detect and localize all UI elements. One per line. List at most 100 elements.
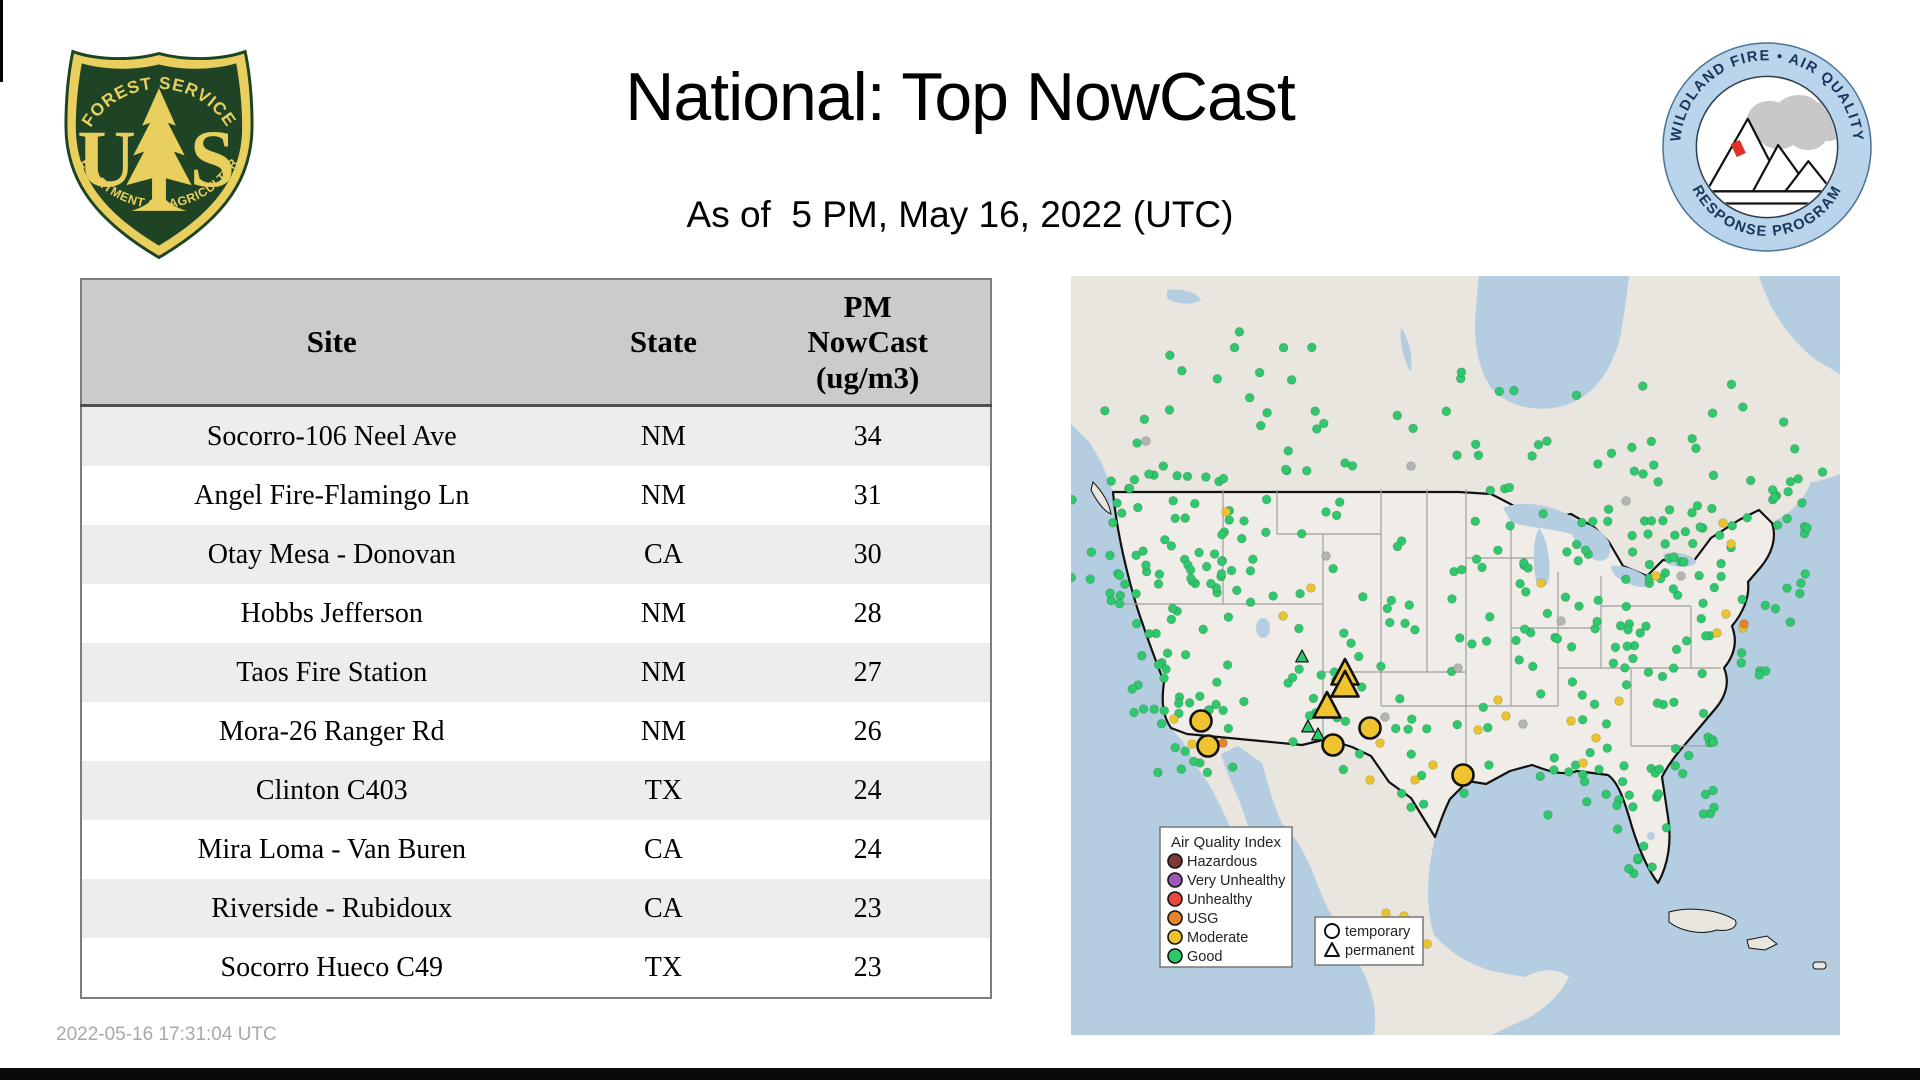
site-dot-good [1535, 771, 1546, 782]
site-dot-good [1697, 668, 1707, 679]
site-dot-good [1195, 691, 1205, 702]
site-dot-good [1223, 612, 1234, 622]
site-dot-inactive [1453, 663, 1463, 673]
site-dot-moderate [1651, 571, 1661, 581]
site-dot-good [1137, 650, 1147, 661]
site-dot-good [1778, 417, 1789, 427]
site-dot-good [1538, 509, 1548, 519]
site-dot-good [1108, 517, 1118, 528]
legend-label: Moderate [1187, 930, 1248, 946]
site-dot-good [1301, 465, 1312, 476]
site-dot-good [1318, 418, 1329, 429]
site-dot-good [1216, 569, 1227, 579]
site-dot-good [1261, 527, 1271, 538]
site-dot-inactive [1406, 461, 1416, 471]
site-dot-good [1470, 439, 1481, 450]
site-dot-good [1376, 661, 1386, 672]
site-dot-good [1406, 749, 1417, 759]
site-dot-good [1629, 466, 1640, 476]
temporary-site-moderate-circle [1358, 716, 1382, 740]
shape-legend-label: temporary [1345, 924, 1411, 940]
site-dot-good [1621, 574, 1631, 585]
site-dot-good [1170, 742, 1181, 753]
temporary-site-moderate-circle [1321, 733, 1345, 757]
site-dot-moderate [1501, 711, 1511, 721]
site-dot-good [1182, 471, 1193, 482]
temporary-site-moderate-circle [1196, 734, 1220, 758]
site-dot-good [1716, 558, 1726, 569]
site-dot-good [1229, 342, 1240, 353]
site-dot-inactive [1518, 719, 1528, 729]
site-dot-good [1643, 667, 1654, 678]
shield-letter-u: U [77, 114, 136, 204]
shield-letter-s: S [190, 114, 235, 204]
site-dot-good [1714, 530, 1725, 541]
site-dot-good [1504, 482, 1515, 493]
site-dot-good [1542, 436, 1552, 446]
site-dot-good [1340, 716, 1351, 727]
site-dot-good [1180, 746, 1190, 757]
site-dot-good [1683, 750, 1694, 761]
site-dot-good [1105, 550, 1115, 561]
pine-tree-icon [126, 88, 192, 211]
site-dot-good [1168, 495, 1178, 506]
site-cell: Hobbs Jefferson [240, 597, 423, 629]
site-dot-good [1707, 503, 1717, 514]
site-dot-good [1185, 565, 1196, 575]
site-dot-good [1670, 761, 1681, 771]
site-dot-good [1716, 571, 1726, 582]
site-dot-good [1114, 598, 1125, 609]
lakes [1167, 289, 1697, 840]
site-dot-good [1268, 591, 1278, 601]
site-dot-good [1681, 636, 1692, 646]
site-dot-good [1340, 458, 1350, 468]
site-dot-good [1201, 472, 1211, 482]
site-dot-good [1177, 365, 1187, 376]
state-cell: NM [640, 656, 686, 688]
site-dot-good [1404, 600, 1415, 610]
smoke-plume-icon [1746, 95, 1837, 150]
site-dot-good [1198, 624, 1208, 635]
site-dot-good [1549, 753, 1560, 763]
site-dot-good [1585, 747, 1595, 758]
site-dot-good [1628, 802, 1638, 812]
site-dot-good [1481, 636, 1492, 646]
site-dot-good [1149, 704, 1159, 715]
site-dot-good [1144, 469, 1154, 479]
site-dot-good [1694, 570, 1704, 581]
legend-label: Hazardous [1187, 854, 1257, 870]
site-dot-good [1100, 405, 1110, 416]
site-dot-good [1653, 789, 1664, 799]
state-cell: NM [640, 597, 686, 629]
site-dot-good [1288, 736, 1298, 747]
site-dot-good [1321, 507, 1331, 517]
site-cell: Mira Loma - Van Buren [197, 833, 467, 865]
state-cell: TX [644, 774, 683, 806]
permanent-site-moderate-triangle [1330, 669, 1360, 698]
site-dot-moderate [1375, 738, 1385, 748]
site-dot-good [1658, 515, 1668, 526]
site-dot-good [1403, 724, 1413, 735]
site-dot-inactive [1321, 551, 1331, 561]
site-dot-good [1760, 600, 1771, 611]
site-dot-good [1124, 483, 1135, 494]
site-cell: Angel Fire-Flamingo Ln [194, 479, 470, 511]
table-row: Angel Fire-Flamingo Ln NM 31 [81, 466, 991, 525]
fire-mark-icon [1730, 139, 1746, 158]
legend-label: Good [1187, 949, 1222, 965]
site-dot-good [1209, 549, 1220, 559]
site-dot-inactive [1676, 571, 1686, 581]
site-dot-good [1519, 624, 1530, 634]
site-dot-good [1477, 562, 1487, 573]
site-dot-good [1231, 585, 1242, 596]
site-dot-good [1296, 528, 1307, 539]
site-cell: Clinton C403 [255, 774, 408, 806]
site-dot-good [1742, 512, 1752, 523]
table-row: Clinton C403 TX 24 [81, 761, 991, 820]
site-dot-good [1617, 776, 1628, 787]
site-dot-good [1637, 381, 1648, 391]
site-dot-good [1218, 473, 1229, 484]
site-dot-good [1560, 592, 1571, 602]
site-dot-good [1086, 547, 1097, 557]
site-dot-good [1245, 597, 1256, 608]
